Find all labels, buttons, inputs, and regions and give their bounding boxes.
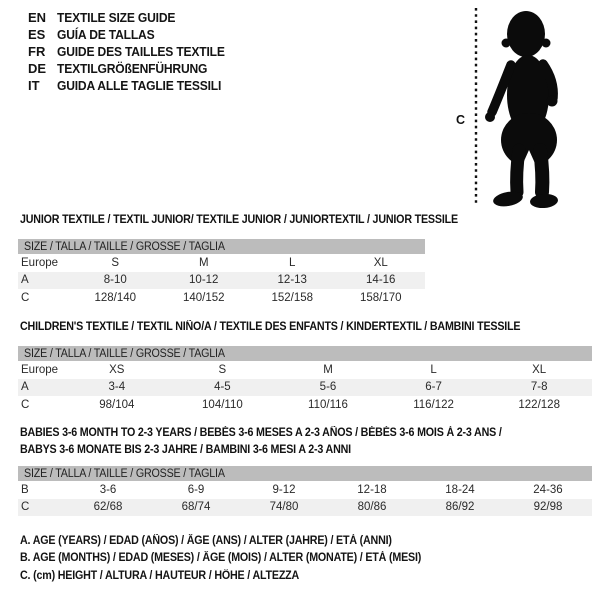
junior-table-title: JUNIOR TEXTILE / TEXTIL JUNIOR/ TEXTILE … <box>20 212 491 229</box>
cell: 62/68 <box>64 498 152 516</box>
row-label: C <box>18 498 64 516</box>
cell: 6-9 <box>187 483 205 496</box>
junior-size-table: SIZE / TALLA / TAILLE / GRÖSSE / TAGLIA … <box>18 239 425 307</box>
legend-line-c: C. (cm) HEIGHT / ALTURA / HAUTEUR / HÖHE… <box>20 569 300 582</box>
cell: 74/80 <box>240 498 328 516</box>
legend: A. AGE (YEARS) / EDAD (AÑOS) / ÂGE (ANS)… <box>20 533 451 585</box>
cell: 6-7 <box>380 378 487 396</box>
toddler-silhouette-figure: C <box>456 8 558 208</box>
lang-row-de: DE TEXTILGRÖßENFÜHRUNG <box>28 60 237 77</box>
size-header-row: SIZE / TALLA / TAILLE / GRÖSSE / TAGLIA <box>18 239 425 254</box>
babies-table-title-line2: BABYS 3-6 MONATE BIS 2-3 JAHRE / BAMBINI… <box>20 444 351 456</box>
language-list: EN TEXTILE SIZE GUIDE ES GUÍA DE TALLAS … <box>28 9 237 94</box>
columns-row-label: Europe <box>21 363 59 376</box>
row-label: C <box>21 398 30 411</box>
lang-label: GUÍA DE TALLAS <box>57 27 155 42</box>
table-row: C 98/104 104/110 110/116 116/122 122/128 <box>18 396 592 414</box>
lang-code: DE <box>28 61 47 76</box>
cell: 24-36 <box>533 483 563 496</box>
height-measure-label: C <box>456 113 465 127</box>
cell: 4-5 <box>169 378 276 396</box>
lang-label: TEXTILE SIZE GUIDE <box>57 10 176 25</box>
column-header: XL <box>532 363 547 376</box>
cell: 158/170 <box>359 291 402 304</box>
column-header: XL <box>373 256 388 269</box>
toddler-silhouette <box>485 11 558 208</box>
lang-label: GUIDE DES TAILLES TEXTILE <box>57 44 225 59</box>
columns-row: Europe XS S M L XL <box>18 361 592 379</box>
babies-size-table: SIZE / TALLA / TAILLE / GRÖSSE / TAGLIA … <box>18 466 592 516</box>
lang-code: ES <box>28 27 46 42</box>
cell: 3-4 <box>64 378 170 396</box>
babies-table-title-line1: BABIES 3-6 MONTH TO 2-3 YEARS / BEBÉS 3-… <box>20 427 502 439</box>
lang-label: GUIDA ALLE TAGLIE TESSILI <box>57 78 222 93</box>
cell: 7-8 <box>486 378 592 396</box>
lang-code: FR <box>28 44 46 59</box>
lang-row-fr: FR GUIDE DES TAILLES TEXTILE <box>28 43 237 60</box>
columns-row-label: Europe <box>21 256 59 269</box>
size-header-label: SIZE / TALLA / TAILLE / GRÖSSE / TAGLIA <box>24 240 225 253</box>
cell: 116/122 <box>413 398 454 411</box>
lang-row-es: ES GUÍA DE TALLAS <box>28 26 237 43</box>
junior-table-title-text: JUNIOR TEXTILE / TEXTIL JUNIOR/ TEXTILE … <box>20 214 458 226</box>
column-header: M <box>323 363 333 376</box>
row-label: A <box>18 378 64 396</box>
cell: 152/158 <box>271 291 314 304</box>
table-row: C 128/140 140/152 152/158 158/170 <box>18 289 425 307</box>
size-header-row: SIZE / TALLA / TAILLE / GRÖSSE / TAGLIA <box>18 346 592 361</box>
cell: 5-6 <box>275 378 381 396</box>
column-header: S <box>218 363 227 376</box>
cell: 12-18 <box>357 483 387 496</box>
cell: 14-16 <box>336 271 425 289</box>
cell: 110/116 <box>308 398 348 411</box>
cell: 10-12 <box>159 271 248 289</box>
lang-code: EN <box>28 10 47 25</box>
lang-row-en: EN TEXTILE SIZE GUIDE <box>28 9 237 26</box>
table-row: B 3-6 6-9 9-12 12-18 18-24 24-36 <box>18 481 592 499</box>
cell: 128/140 <box>94 291 137 304</box>
cell: 86/92 <box>416 498 504 516</box>
cell: 80/86 <box>328 498 416 516</box>
column-header: XS <box>109 363 125 376</box>
column-header: S <box>111 256 120 269</box>
row-label: B <box>21 483 29 496</box>
row-label: C <box>21 291 30 304</box>
lang-row-it: IT GUIDA ALLE TAGLIE TESSILI <box>28 77 237 94</box>
lang-label: TEXTILGRÖßENFÜHRUNG <box>57 61 208 76</box>
column-header: L <box>289 256 296 269</box>
columns-row: Europe S M L XL <box>18 254 425 272</box>
cell: 3-6 <box>99 483 117 496</box>
cell: 68/74 <box>152 498 240 516</box>
children-table-title: CHILDREN'S TEXTILE / TEXTIL NIÑO/A / TEX… <box>20 319 558 336</box>
cell: 122/128 <box>518 398 560 411</box>
legend-line-b: B. AGE (MONTHS) / EDAD (MESES) / ÂGE (MO… <box>20 552 422 565</box>
column-header: M <box>198 256 209 269</box>
size-header-label: SIZE / TALLA / TAILLE / GRÖSSE / TAGLIA <box>24 347 225 360</box>
cell: 9-12 <box>272 483 296 496</box>
legend-line-a: A. AGE (YEARS) / EDAD (AÑOS) / ÂGE (ANS)… <box>20 535 392 547</box>
children-size-table: SIZE / TALLA / TAILLE / GRÖSSE / TAGLIA … <box>18 346 592 414</box>
column-header: L <box>430 363 437 376</box>
table-row: A 3-4 4-5 5-6 6-7 7-8 <box>18 378 592 396</box>
cell: 8-10 <box>71 271 160 289</box>
babies-table-title: BABIES 3-6 MONTH TO 2-3 YEARS / BEBÉS 3-… <box>20 425 538 459</box>
lang-code: IT <box>28 78 40 93</box>
size-header-row: SIZE / TALLA / TAILLE / GRÖSSE / TAGLIA <box>18 466 592 481</box>
row-label: A <box>18 271 71 289</box>
cell: 104/110 <box>202 398 243 411</box>
cell: 18-24 <box>445 483 475 496</box>
cell: 140/152 <box>182 291 225 304</box>
table-row: A 8-10 10-12 12-13 14-16 <box>18 271 425 289</box>
cell: 92/98 <box>504 498 592 516</box>
size-header-label: SIZE / TALLA / TAILLE / GRÖSSE / TAGLIA <box>24 467 225 480</box>
cell: 12-13 <box>248 271 337 289</box>
table-row: C 62/68 68/74 74/80 80/86 86/92 92/98 <box>18 498 592 516</box>
children-table-title-text: CHILDREN'S TEXTILE / TEXTIL NIÑO/A / TEX… <box>20 321 521 333</box>
cell: 98/104 <box>99 398 135 411</box>
